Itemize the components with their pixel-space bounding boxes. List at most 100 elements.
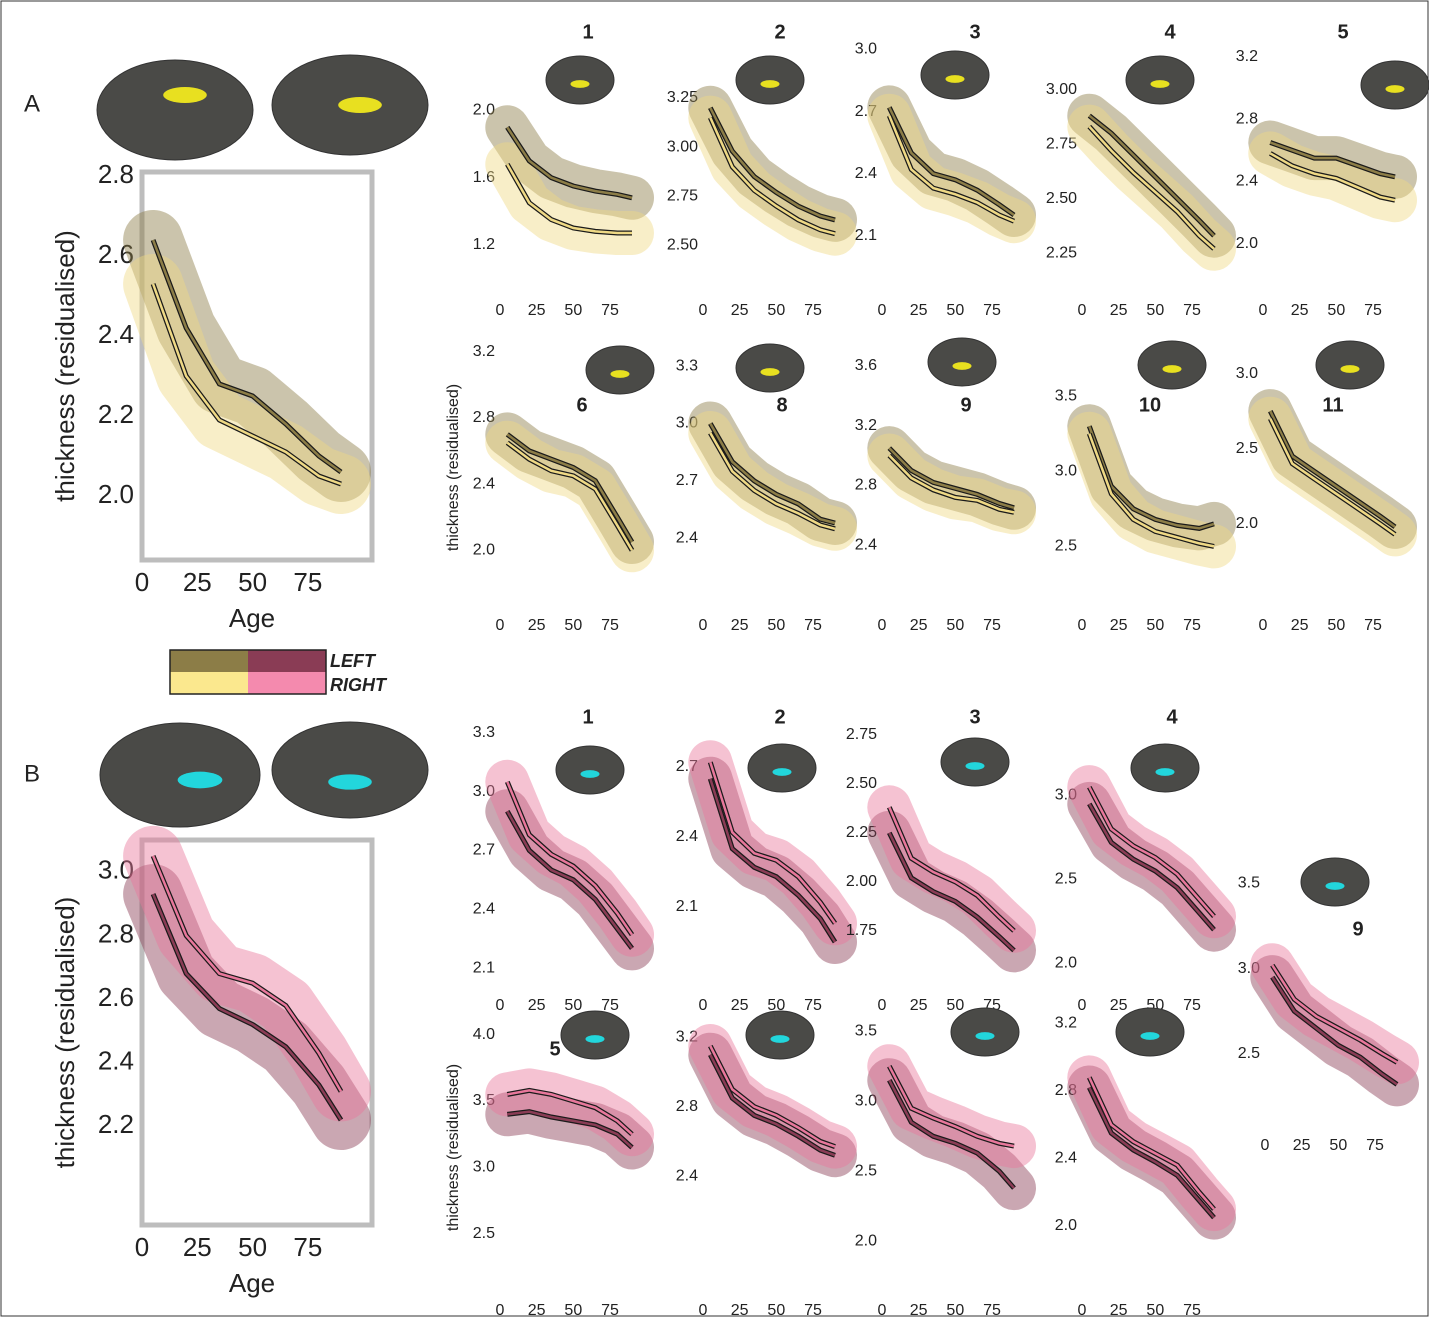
- y-tick-label: 2.25: [1046, 244, 1077, 261]
- x-tick-label: 0: [135, 567, 149, 597]
- x-tick-label: 0: [699, 617, 708, 634]
- x-tick-label: 25: [1110, 997, 1128, 1014]
- x-tick-label: 75: [293, 567, 322, 597]
- y-tick-label: 3.5: [855, 1022, 877, 1039]
- y-tick-label: 2.4: [1236, 173, 1258, 190]
- y-tick-label: 2.5: [1055, 871, 1077, 888]
- x-tick-label: 50: [767, 617, 785, 634]
- x-tick-label: 75: [1183, 1302, 1201, 1317]
- x-tick-label: 0: [496, 997, 505, 1014]
- y-tick-label: 2.8: [98, 918, 134, 948]
- x-tick-label: 25: [910, 617, 928, 634]
- y-tick-label: 3.00: [667, 138, 698, 155]
- y-tick-label: 2.50: [667, 237, 698, 254]
- x-tick-label: 25: [910, 302, 928, 319]
- y-tick-label: 2.0: [1055, 955, 1077, 972]
- x-tick-label: 25: [183, 1232, 212, 1262]
- brain: [1126, 56, 1194, 104]
- x-tick-label: 0: [878, 302, 887, 319]
- chart-number: 3: [969, 706, 980, 728]
- x-tick-label: 25: [1293, 1137, 1311, 1154]
- chart-number: 2: [774, 706, 785, 728]
- x-tick-label: 25: [1110, 617, 1128, 634]
- x-tick-label: 50: [238, 567, 267, 597]
- data-cloud: [1270, 419, 1395, 535]
- chart-number: 5: [549, 1038, 560, 1060]
- y-tick-label: 2.7: [473, 842, 495, 859]
- x-tick-label: 25: [1291, 302, 1309, 319]
- chart-number: 9: [960, 394, 971, 416]
- y-tick-label: 3.2: [473, 343, 495, 360]
- chart-number: 3: [969, 21, 980, 43]
- chart-number: 6: [576, 394, 587, 416]
- y-tick-label: 3.0: [473, 1159, 495, 1176]
- legend-swatch: [248, 650, 326, 672]
- legend-label: RIGHT: [330, 675, 388, 695]
- brain: [546, 56, 614, 104]
- brain-region: [1155, 768, 1174, 776]
- y-tick-label: 2.50: [846, 775, 877, 792]
- x-tick-label: 0: [699, 1302, 708, 1317]
- x-tick-label: 25: [1291, 617, 1309, 634]
- x-tick-label: 25: [731, 1302, 749, 1317]
- x-tick-label: 50: [767, 302, 785, 319]
- x-tick-label: 25: [731, 997, 749, 1014]
- x-tick-label: 50: [1146, 617, 1164, 634]
- brain: [586, 346, 654, 394]
- x-tick-label: 50: [946, 1302, 964, 1317]
- x-tick-label: 75: [1364, 617, 1382, 634]
- x-tick-label: 75: [983, 1302, 1001, 1317]
- brain: [561, 1011, 629, 1059]
- y-axis-title: thickness (residualised): [445, 1064, 462, 1231]
- y-tick-label: 3.5: [1055, 387, 1077, 404]
- brain-region: [1140, 1032, 1159, 1040]
- x-tick-label: 50: [564, 617, 582, 634]
- x-axis-title: Age: [229, 603, 275, 633]
- x-tick-label: 75: [804, 302, 822, 319]
- x-tick-label: 75: [1366, 1137, 1384, 1154]
- x-tick-label: 25: [528, 302, 546, 319]
- y-tick-label: 2.4: [676, 530, 698, 547]
- x-tick-label: 50: [238, 1232, 267, 1262]
- y-tick-label: 1.75: [846, 922, 877, 939]
- y-tick-label: 2.8: [1236, 110, 1258, 127]
- brain: [97, 60, 253, 160]
- x-tick-label: 0: [878, 1302, 887, 1317]
- x-tick-label: 25: [731, 617, 749, 634]
- brain-region: [1162, 365, 1181, 373]
- x-tick-label: 25: [1110, 1302, 1128, 1317]
- x-tick-label: 0: [1078, 997, 1087, 1014]
- y-tick-label: 2.5: [473, 1225, 495, 1242]
- x-tick-label: 0: [699, 997, 708, 1014]
- y-tick-label: 2.4: [473, 475, 495, 492]
- y-tick-label: 2.8: [98, 159, 134, 189]
- y-tick-label: 2.8: [855, 477, 877, 494]
- chart-number: 1: [582, 21, 593, 43]
- y-tick-label: 2.1: [473, 959, 495, 976]
- brain-region: [610, 370, 629, 378]
- y-tick-label: 2.0: [98, 479, 134, 509]
- brain-region: [975, 1032, 994, 1040]
- y-axis-title: thickness (residualised): [50, 897, 80, 1169]
- y-tick-label: 2.75: [846, 726, 877, 743]
- x-tick-label: 75: [1364, 302, 1382, 319]
- chart-number: 2: [774, 21, 785, 43]
- y-tick-label: 3.6: [855, 357, 877, 374]
- y-tick-label: 2.0: [1055, 1217, 1077, 1234]
- x-tick-label: 75: [804, 997, 822, 1014]
- y-axis-title: thickness (residualised): [50, 230, 80, 502]
- y-tick-label: 2.8: [676, 1098, 698, 1115]
- brain-region: [163, 87, 207, 103]
- y-tick-label: 2.0: [473, 541, 495, 558]
- x-tick-label: 50: [946, 617, 964, 634]
- panel-label: B: [24, 760, 40, 787]
- chart-number: 1: [582, 706, 593, 728]
- x-tick-label: 0: [1078, 617, 1087, 634]
- y-tick-label: 3.0: [1055, 462, 1077, 479]
- brain-region: [1385, 85, 1404, 93]
- y-tick-label: 2.1: [676, 898, 698, 915]
- brain-region: [1150, 80, 1169, 88]
- brain-region: [1340, 365, 1359, 373]
- x-tick-label: 50: [564, 1302, 582, 1317]
- chart-number: 10: [1139, 394, 1161, 416]
